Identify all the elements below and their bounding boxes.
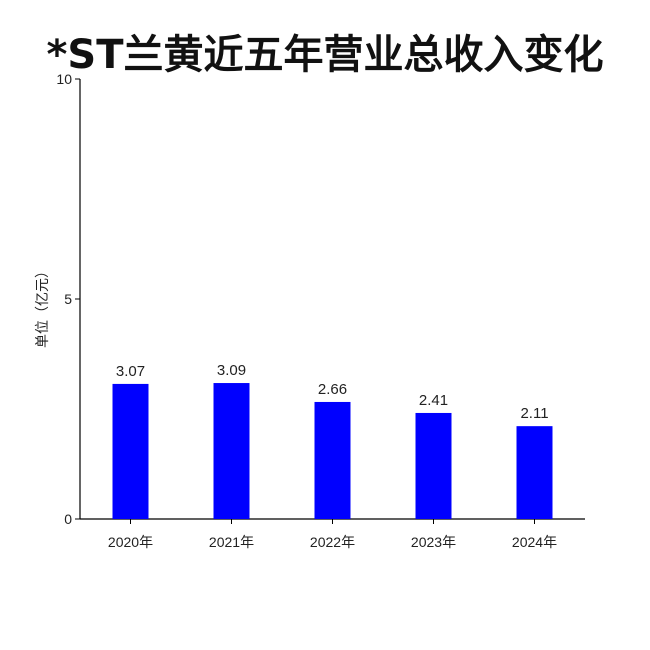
data-label: 2.11 — [520, 405, 548, 422]
data-label: 2.41 — [419, 392, 448, 409]
y-tick-label: 0 — [64, 511, 72, 527]
y-axis-label: 单位（亿元） — [35, 264, 51, 348]
chart-title: *ST兰黄近五年营业总收入变化 — [46, 32, 604, 78]
y-tick-label: 5 — [64, 291, 72, 307]
y-tick-label: 10 — [56, 71, 72, 87]
x-tick-label: 2020年 — [108, 534, 153, 550]
bar — [213, 383, 250, 519]
x-tick-label: 2021年 — [209, 534, 254, 550]
bars — [112, 383, 553, 519]
bar — [415, 412, 452, 519]
bar — [516, 426, 553, 519]
data-label: 3.07 — [116, 363, 145, 380]
x-tick-label: 2022年 — [310, 534, 355, 550]
labels: 2020年 3.07 2021年 3.09 2022年 2.66 2023年 2.41 2024… — [108, 362, 557, 550]
bar — [314, 401, 351, 519]
data-label: 2.66 — [318, 381, 347, 398]
x-tick-label: 2024年 — [512, 534, 557, 550]
x-tick-label: 2023年 — [411, 534, 456, 550]
data-label: 3.09 — [217, 362, 246, 379]
bar — [112, 383, 149, 519]
